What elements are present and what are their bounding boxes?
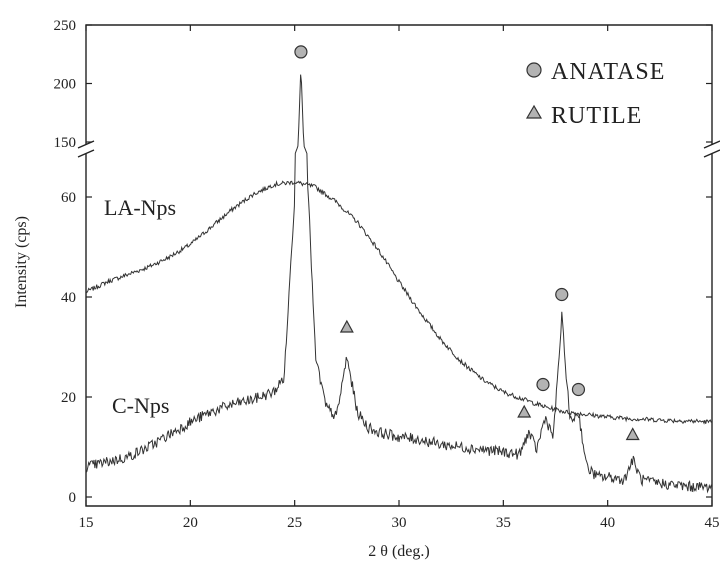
x-axis-title: 2 θ (deg.) <box>368 543 429 560</box>
axis-break-right <box>703 140 720 158</box>
legend-rutile-marker-icon <box>525 104 543 119</box>
y-tick-label-40: 40 <box>61 290 76 306</box>
ticks-layer: 15 20 25 30 35 40 45 0 20 40 60 150 200 250 <box>54 18 720 531</box>
x-tick-label-45: 45 <box>705 515 720 531</box>
y-axis-title: Intensity (cps) <box>13 216 30 308</box>
y-tick-label-250: 250 <box>54 18 77 34</box>
series-label-la-nps: LA-Nps <box>104 195 176 220</box>
x-tick-label-35: 35 <box>496 515 511 531</box>
series-label-c-nps: C-Nps <box>112 393 169 418</box>
marker-anatase-3 <box>536 377 550 392</box>
marker-rutile-1 <box>339 319 354 333</box>
series-line-c-nps <box>85 74 713 494</box>
marker-anatase-0 <box>294 45 308 59</box>
marker-rutile-2 <box>517 404 532 418</box>
x-tick-label-40: 40 <box>600 515 615 531</box>
y-tick-label-0: 0 <box>69 490 77 506</box>
marker-anatase-4 <box>555 287 569 302</box>
x-tick-label-15: 15 <box>79 515 94 531</box>
y-tick-label-200: 200 <box>54 77 77 93</box>
x-tick-label-30: 30 <box>392 515 407 531</box>
plot-frame <box>77 24 720 507</box>
x-tick-label-25: 25 <box>287 515 302 531</box>
legend-rutile-label: RUTILE <box>551 103 642 129</box>
markers-layer <box>294 45 640 441</box>
marker-rutile-6 <box>625 427 640 441</box>
series-line-la-nps <box>85 180 713 425</box>
x-tick-label-20: 20 <box>183 515 198 531</box>
series-layer <box>85 74 713 494</box>
legend: ANATASE RUTILE <box>525 59 665 129</box>
legend-anatase-label: ANATASE <box>551 59 665 85</box>
legend-anatase-marker-icon <box>526 62 542 78</box>
y-tick-label-60: 60 <box>61 190 76 206</box>
y-tick-label-20: 20 <box>61 390 76 406</box>
marker-anatase-5 <box>571 382 586 397</box>
y-tick-label-150: 150 <box>54 135 77 151</box>
